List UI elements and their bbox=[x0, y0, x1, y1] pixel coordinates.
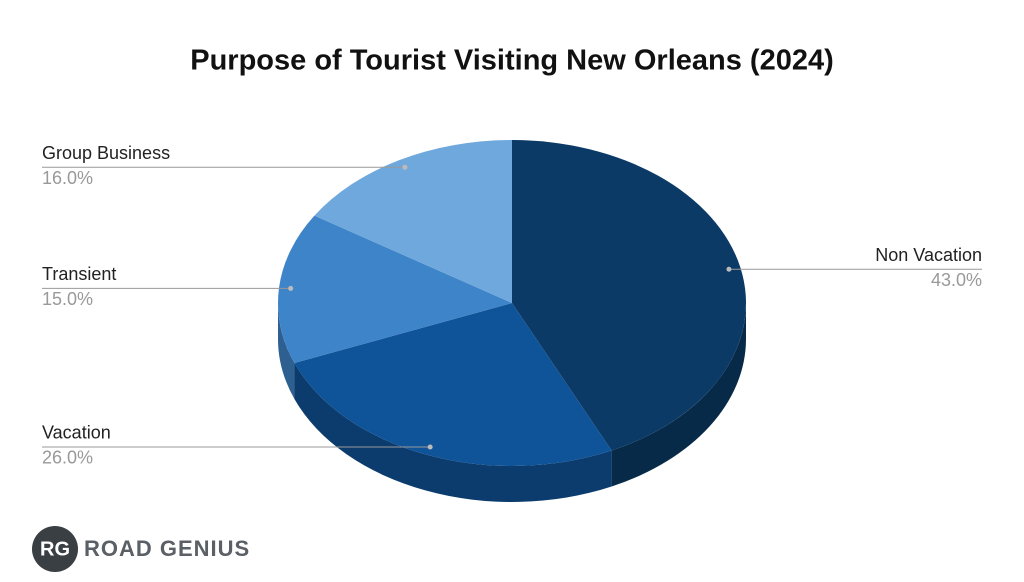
logo-badge bbox=[32, 526, 78, 572]
leader-dot bbox=[726, 266, 732, 272]
leader-dot bbox=[288, 285, 294, 291]
slice-value-label: 15.0% bbox=[42, 289, 93, 309]
slice-value-label: 16.0% bbox=[42, 168, 93, 188]
slice bbox=[512, 140, 746, 451]
logo-name: ROAD GENIUS bbox=[84, 536, 250, 561]
slice-label: Non Vacation bbox=[875, 245, 982, 265]
slice-value-label: 43.0% bbox=[931, 270, 982, 290]
logo-badge-text: RG bbox=[40, 538, 70, 560]
slice-value-label: 26.0% bbox=[42, 448, 93, 468]
slice-side bbox=[294, 363, 612, 503]
pie bbox=[278, 140, 746, 503]
slice bbox=[294, 303, 612, 466]
slice bbox=[314, 140, 512, 303]
labels: Non Vacation 43.0% Vacation 26.0% Transient 1… bbox=[42, 143, 982, 468]
slice-label: Vacation bbox=[42, 423, 111, 443]
slice-side bbox=[611, 303, 746, 487]
slice-side bbox=[278, 303, 295, 400]
chart-title: Purpose of Tourist Visiting New Orleans … bbox=[190, 45, 834, 77]
leader-dot bbox=[402, 164, 408, 170]
leader-dot bbox=[427, 444, 433, 450]
slice-label: Transient bbox=[42, 264, 116, 284]
slice bbox=[278, 215, 512, 364]
slice-label: Group Business bbox=[42, 143, 170, 163]
